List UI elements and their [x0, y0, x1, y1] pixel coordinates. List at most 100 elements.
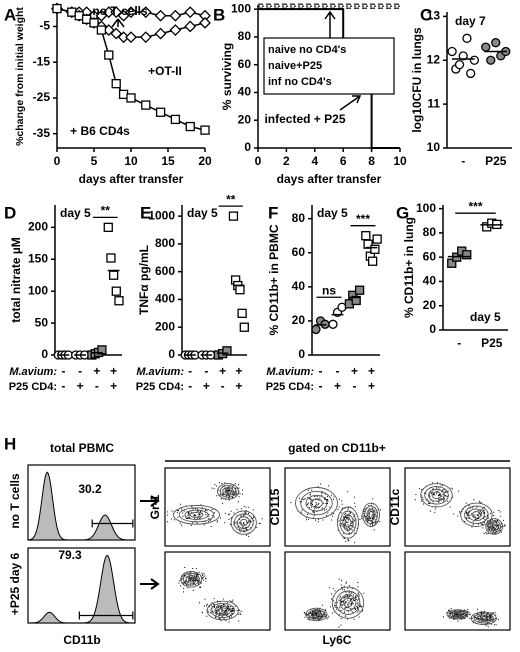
arrow: [111, 18, 125, 28]
row-label: M.avium:: [266, 366, 314, 378]
condition: +: [334, 379, 341, 393]
x-tick-label: -: [457, 336, 461, 350]
panel-letter: F: [268, 203, 278, 222]
point: [351, 295, 361, 306]
point: [117, 9, 130, 22]
panel-letter: A: [4, 5, 16, 24]
y-tick-label: 150: [28, 251, 48, 265]
point: [89, 18, 99, 28]
contour: [339, 594, 357, 611]
contour: [344, 517, 352, 528]
gate-percent: 30.2: [78, 482, 102, 496]
contour: [178, 507, 215, 523]
x-tick-label: P25: [485, 154, 507, 168]
point: [328, 319, 338, 329]
point: [111, 79, 121, 89]
contour: [210, 603, 236, 618]
point: [184, 6, 197, 19]
contour: [431, 491, 442, 500]
contour: [342, 514, 354, 531]
hist-xlabel: CD11b: [63, 633, 100, 647]
sig-label: ***: [468, 199, 482, 213]
sig-label: **: [226, 192, 236, 206]
point: [454, 59, 465, 70]
panel-letter: H: [4, 434, 16, 453]
legend-box: [263, 37, 395, 95]
y-tick-label: 400: [155, 292, 175, 306]
point: [111, 286, 121, 296]
point: [199, 16, 211, 29]
contour: [460, 502, 493, 527]
sig-label: **: [101, 204, 111, 218]
y-tick-label: 13: [427, 9, 441, 23]
contour: [185, 574, 197, 584]
subtitle: day 5: [470, 310, 501, 324]
y-axis-label: % CD11b+ in PBMC: [267, 224, 281, 335]
point: [154, 9, 167, 22]
point: [370, 244, 380, 254]
point: [447, 46, 457, 57]
condition: +: [351, 364, 358, 378]
point: [462, 33, 472, 43]
contour: [477, 614, 491, 622]
point: [222, 346, 232, 356]
condition: +: [235, 379, 242, 393]
point: [104, 50, 114, 60]
row-label: no T cells: [8, 473, 22, 529]
y-tick-label: 100: [28, 283, 48, 297]
y-tick-label: 200: [155, 319, 175, 333]
subtitle: day 7: [455, 14, 486, 28]
contour: [305, 607, 328, 622]
point: [110, 6, 123, 19]
contour: [489, 522, 499, 531]
contour-frame: [284, 467, 391, 547]
contour: [479, 616, 488, 621]
point: [185, 121, 195, 132]
arrow: [140, 495, 160, 507]
condition: -: [319, 379, 323, 393]
contour: [219, 485, 237, 498]
point: [486, 55, 496, 65]
y-tick-label: 80: [238, 29, 252, 43]
y-axis-label: %change from initial weight: [14, 7, 26, 146]
condition: -: [188, 379, 192, 393]
y-axis-label: % CD11b+ in lung: [402, 217, 416, 318]
contour: [331, 586, 365, 619]
contour: [368, 511, 374, 519]
contour: [446, 609, 469, 620]
contour: [428, 488, 445, 502]
point: [108, 270, 119, 280]
x-tick-label: 0: [255, 154, 262, 168]
contour: [214, 605, 232, 616]
x-axis-label: days after transfer: [277, 172, 382, 186]
x-tick-label: 10: [124, 154, 138, 168]
point: [354, 285, 365, 295]
point: [462, 250, 472, 260]
condition: -: [336, 364, 340, 378]
x-tick-label: 0: [54, 154, 61, 168]
y-tick-label: 20: [292, 313, 306, 327]
row-label: P25 CD4:: [9, 381, 57, 393]
x-tick-label: 10: [393, 154, 407, 168]
contour-frame: [164, 467, 271, 547]
point: [372, 234, 382, 244]
condition: -: [204, 364, 208, 378]
point: [169, 24, 182, 36]
contour: [300, 490, 333, 516]
point: [126, 93, 136, 103]
contour: [449, 610, 466, 619]
contour: [420, 483, 453, 508]
x-tick-label: 15: [161, 154, 175, 168]
point: [235, 285, 245, 295]
arrow: [339, 95, 362, 111]
condition: -: [61, 379, 65, 393]
contour: [180, 571, 203, 588]
y-tick-label: 0: [41, 347, 48, 361]
contour: [473, 613, 494, 624]
y-tick-label: 80: [423, 225, 437, 239]
row-label: M.avium:: [136, 366, 184, 378]
point: [239, 322, 249, 332]
series-label: naive+P25: [268, 60, 322, 72]
point: [139, 6, 152, 19]
contour: [224, 488, 232, 495]
